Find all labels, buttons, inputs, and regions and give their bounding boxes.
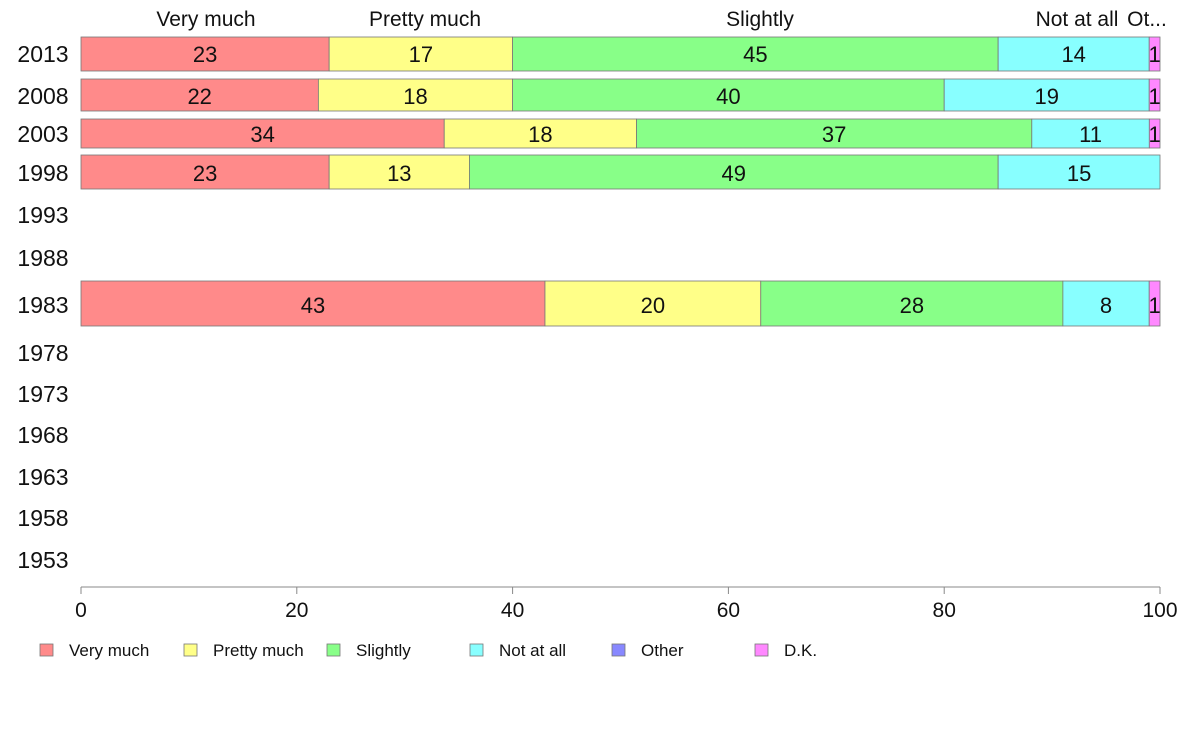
- bar-segment: [1031, 118, 1150, 149]
- bar-segment: [636, 118, 1033, 149]
- x-tick-label: 100: [1142, 599, 1177, 622]
- data-label: 49: [722, 161, 746, 186]
- year-label: 1953: [17, 547, 68, 573]
- year-label: 2008: [17, 83, 68, 109]
- bar-segment: [1148, 78, 1161, 112]
- data-label: 14: [1061, 42, 1085, 67]
- bar-segment: [80, 78, 319, 112]
- bar-segment: [328, 36, 514, 72]
- data-label: 1: [1148, 42, 1160, 67]
- legend-label: Not at all: [499, 641, 566, 660]
- header-label: Ot...: [1127, 8, 1167, 31]
- year-label: 1968: [17, 422, 68, 448]
- legend-swatch: [183, 643, 198, 657]
- data-label: 45: [743, 42, 767, 67]
- legend-swatch: [754, 643, 769, 657]
- legend-label: Very much: [69, 641, 149, 660]
- data-label: 20: [641, 293, 665, 318]
- bar-segment: [1062, 280, 1150, 327]
- data-label: 13: [387, 161, 411, 186]
- header-label: Pretty much: [369, 8, 481, 31]
- bar-segment: [544, 280, 762, 327]
- data-label: 19: [1034, 84, 1058, 109]
- bar-segment: [997, 154, 1161, 190]
- year-label: 1978: [17, 340, 68, 366]
- legend-label: Slightly: [356, 641, 411, 660]
- bar-segment: [317, 78, 514, 112]
- bar-segment: [80, 280, 546, 327]
- data-label: 28: [900, 293, 924, 318]
- bar-segment: [80, 118, 445, 149]
- header-label: Not at all: [1036, 8, 1119, 31]
- data-label: 11: [1079, 122, 1102, 147]
- bar-segment: [1148, 280, 1161, 327]
- year-label: 1983: [17, 292, 68, 318]
- year-label: 1998: [17, 160, 68, 186]
- data-label: 8: [1100, 293, 1112, 318]
- legend-swatch: [611, 643, 626, 657]
- bar-segment: [469, 154, 999, 190]
- bar-segment: [80, 36, 330, 72]
- legend-swatch: [39, 643, 54, 657]
- data-label: 18: [528, 122, 552, 147]
- legend-label: Other: [641, 641, 684, 660]
- bar-segment: [1148, 118, 1161, 149]
- data-label: 23: [193, 42, 217, 67]
- year-label: 1993: [17, 202, 68, 228]
- data-label: 15: [1067, 161, 1091, 186]
- bar-segment: [1148, 36, 1161, 72]
- data-label: 43: [301, 293, 325, 318]
- data-label: 40: [716, 84, 740, 109]
- data-label: 17: [409, 42, 433, 67]
- year-label: 2013: [17, 41, 68, 67]
- bar-segment: [997, 36, 1150, 72]
- bar-segment: [760, 280, 1064, 327]
- data-label: 37: [822, 122, 846, 147]
- legend-label: Pretty much: [213, 641, 304, 660]
- x-tick-label: 0: [75, 599, 87, 622]
- x-tick-label: 20: [285, 599, 308, 622]
- data-label: 34: [250, 122, 274, 147]
- bar-segment: [80, 154, 330, 190]
- x-tick-label: 80: [933, 599, 956, 622]
- bar-segment: [943, 78, 1150, 112]
- year-label: 1988: [17, 245, 68, 271]
- x-tick-label: 40: [501, 599, 524, 622]
- data-label: 18: [403, 84, 427, 109]
- legend-swatch: [469, 643, 484, 657]
- bar-segment: [512, 78, 945, 112]
- bar-segment: [512, 36, 999, 72]
- header-label: Very much: [156, 8, 255, 31]
- data-label: 23: [193, 161, 217, 186]
- year-label: 1973: [17, 381, 68, 407]
- data-label: 1: [1148, 84, 1160, 109]
- data-label: 1: [1148, 293, 1160, 318]
- header-label: Slightly: [726, 8, 794, 31]
- year-label: 1958: [17, 505, 68, 531]
- year-label: 1963: [17, 464, 68, 490]
- data-label: 22: [187, 84, 211, 109]
- data-label: 1: [1149, 122, 1161, 147]
- legend-swatch: [326, 643, 341, 657]
- x-tick-label: 60: [717, 599, 740, 622]
- year-label: 2003: [17, 121, 68, 147]
- legend-label: D.K.: [784, 641, 817, 660]
